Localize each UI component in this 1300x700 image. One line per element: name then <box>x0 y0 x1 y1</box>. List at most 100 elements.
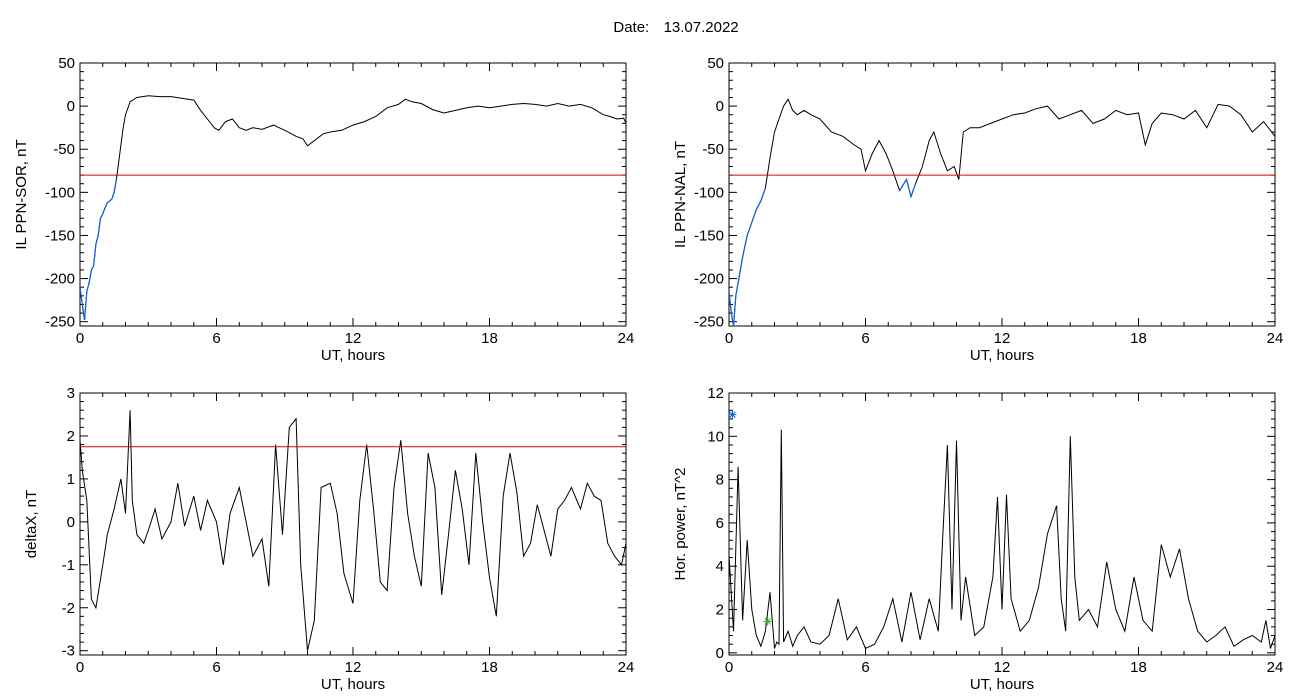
series-line-below-threshold <box>97 218 102 236</box>
x-tick-label: 0 <box>725 330 733 347</box>
x-axis-label: UT, hours <box>970 676 1034 693</box>
series-line-below-threshold <box>751 209 757 223</box>
series-line-below-threshold <box>746 222 753 236</box>
series-line <box>729 429 1275 650</box>
x-tick-label: 12 <box>345 330 362 347</box>
y-tick-label: 10 <box>707 428 724 445</box>
x-axis-label: UT, hours <box>321 676 385 693</box>
x-tick-label: 18 <box>1130 659 1147 676</box>
series-line-below-threshold <box>80 287 83 305</box>
y-tick-label: -50 <box>702 141 724 158</box>
series-line-below-threshold <box>99 213 104 219</box>
x-tick-label: 6 <box>861 659 869 676</box>
x-tick-label: 18 <box>481 659 498 676</box>
series-line-below-threshold <box>899 179 907 191</box>
series-line-below-threshold <box>905 179 912 197</box>
date-value: 13.07.2022 <box>663 19 739 36</box>
y-tick-label: -2 <box>62 600 75 617</box>
x-tick-label: 18 <box>1130 330 1147 347</box>
series-line <box>729 98 1275 326</box>
series-line-below-threshold <box>732 295 737 326</box>
y-tick-label: 2 <box>716 602 724 619</box>
x-tick-label: 24 <box>1267 330 1284 347</box>
y-axis-label: deltaX, nT <box>23 490 40 558</box>
y-tick-label: -200 <box>694 271 724 288</box>
y-axis-label: IL PPN-SOR, nT <box>13 139 30 249</box>
series-line <box>80 410 626 651</box>
series-line-below-threshold <box>86 282 90 292</box>
series-line-below-threshold <box>113 179 117 193</box>
x-tick-label: 24 <box>618 659 635 676</box>
date-label: Date: <box>613 19 650 36</box>
y-tick-label: -100 <box>694 184 724 201</box>
y-tick-label: 50 <box>58 55 75 72</box>
plot-frame <box>79 392 627 656</box>
y-tick-label: 6 <box>716 515 724 532</box>
series-line-below-threshold <box>739 256 744 271</box>
series-line-below-threshold <box>93 244 97 266</box>
y-axis-label: IL PPN-NAL, nT <box>672 141 689 248</box>
series-line-below-threshold <box>83 291 88 321</box>
y-tick-label: 50 <box>707 55 724 72</box>
y-tick-label: 2 <box>67 428 75 445</box>
star-marker <box>763 617 772 626</box>
y-tick-label: 12 <box>707 385 724 402</box>
series-line-below-threshold <box>729 291 732 314</box>
series-line-below-threshold <box>755 200 762 210</box>
y-tick-label: -50 <box>53 141 75 158</box>
series-line-below-threshold <box>109 198 113 202</box>
series-line-below-threshold <box>90 265 95 271</box>
panel-hor-power: 0 6 12 18 24 12 10 8 6 4 2 0 UT, hours Hor. power, nT… <box>672 385 1283 693</box>
panel-deltax: 0 6 12 18 24 3 2 1 0 -1 -2 -3 UT, hours deltaX, nT <box>23 385 634 693</box>
x-tick-label: 6 <box>212 659 220 676</box>
y-axis-label: Hor. power, nT^2 <box>672 468 689 581</box>
figure-header: Date: 13.07.2022 <box>0 19 1300 36</box>
x-tick-label: 0 <box>725 659 733 676</box>
y-tick-label: 0 <box>716 98 724 115</box>
plot-frame <box>79 62 627 327</box>
series-line-below-threshold <box>735 282 739 296</box>
series-line-below-threshold <box>760 187 766 202</box>
y-tick-label: 0 <box>67 98 75 115</box>
x-tick-label: 12 <box>994 659 1011 676</box>
series-line-below-threshold <box>88 269 92 283</box>
series-line-below-threshold <box>104 202 108 209</box>
panel-nal: 0 6 12 18 24 50 0 -50 -100 -150 -200 -250 UT, hours I… <box>672 55 1283 364</box>
panel-sor: 0 6 12 18 24 50 0 -50 -100 -150 -200 -250 UT, hours I… <box>13 55 634 364</box>
x-tick-label: 0 <box>76 659 84 676</box>
y-tick-label: -200 <box>45 271 75 288</box>
series-line-below-threshold <box>106 200 110 204</box>
x-tick-label: 18 <box>481 330 498 347</box>
y-tick-label: 0 <box>716 645 724 662</box>
y-tick-label: 0 <box>67 514 75 531</box>
y-tick-label: -150 <box>45 227 75 244</box>
series-line-below-threshold <box>737 269 741 283</box>
plot-frame <box>728 62 1276 327</box>
y-tick-label: -100 <box>45 184 75 201</box>
y-tick-label: 1 <box>67 471 75 488</box>
series-line-below-threshold <box>742 235 748 258</box>
y-tick-label: -1 <box>62 557 75 574</box>
y-tick-label: 4 <box>716 558 724 575</box>
x-axis-label: UT, hours <box>321 347 385 364</box>
series-line-below-threshold <box>910 183 917 197</box>
y-tick-label: -250 <box>694 314 724 331</box>
star-marker <box>728 410 737 419</box>
x-tick-label: 0 <box>76 330 84 347</box>
series-line-below-threshold <box>95 235 99 245</box>
y-tick-label: -250 <box>45 314 75 331</box>
x-axis-label: UT, hours <box>970 347 1034 364</box>
x-tick-label: 24 <box>1267 659 1284 676</box>
series-line <box>80 95 626 321</box>
y-tick-label: 3 <box>67 385 75 402</box>
x-tick-label: 6 <box>861 330 869 347</box>
y-tick-label: 8 <box>716 472 724 489</box>
y-tick-label: -3 <box>62 643 75 660</box>
x-tick-label: 24 <box>618 330 635 347</box>
series-line-below-threshold <box>111 192 115 200</box>
x-tick-label: 6 <box>212 330 220 347</box>
series-line-below-threshold <box>102 207 106 215</box>
x-tick-label: 12 <box>994 330 1011 347</box>
y-tick-label: -150 <box>694 227 724 244</box>
